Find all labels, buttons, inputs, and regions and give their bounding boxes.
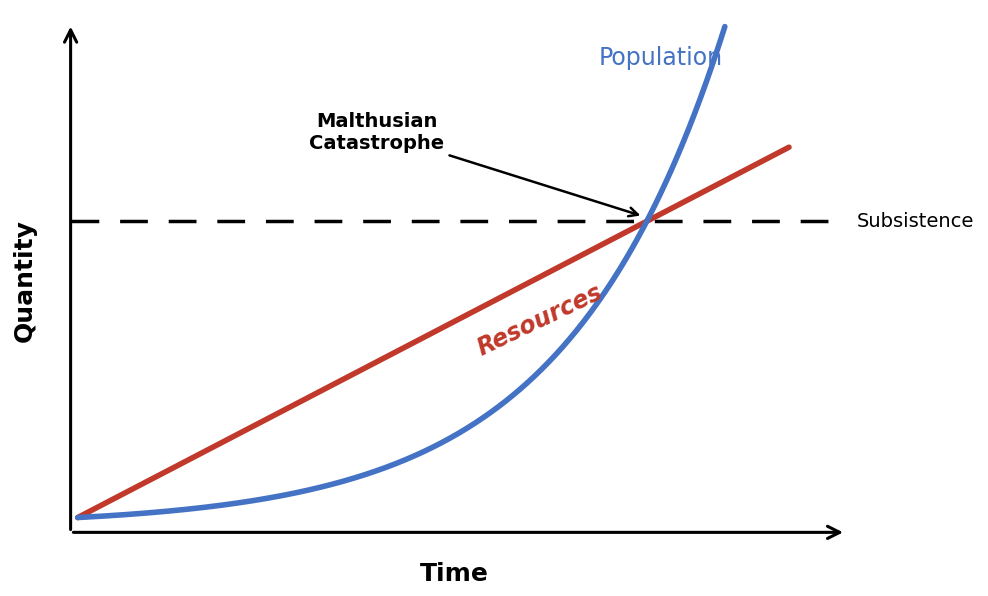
Text: Resources: Resources	[473, 280, 607, 360]
Text: Quantity: Quantity	[13, 219, 37, 342]
Text: Population: Population	[599, 46, 723, 70]
Text: Time: Time	[420, 563, 489, 586]
Text: Malthusian
Catastrophe: Malthusian Catastrophe	[309, 112, 638, 216]
Text: Subsistence: Subsistence	[857, 212, 974, 231]
